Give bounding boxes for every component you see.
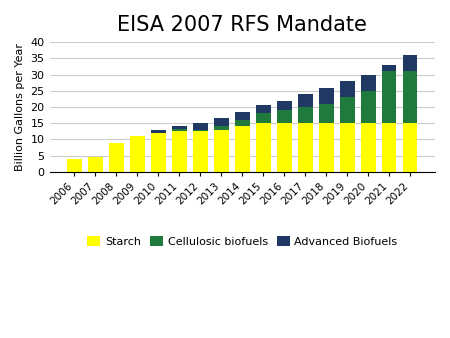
Bar xyxy=(298,123,313,172)
Bar xyxy=(403,71,418,123)
Bar xyxy=(256,123,270,172)
Bar xyxy=(235,120,250,126)
Bar xyxy=(277,123,292,172)
Bar xyxy=(277,110,292,123)
Bar xyxy=(382,65,396,71)
Bar xyxy=(172,129,187,131)
Bar xyxy=(67,159,82,172)
Legend: Starch, Cellulosic biofuels, Advanced Biofuels: Starch, Cellulosic biofuels, Advanced Bi… xyxy=(83,232,402,251)
Bar xyxy=(340,97,355,123)
Bar xyxy=(361,123,375,172)
Bar xyxy=(256,114,270,123)
Bar xyxy=(193,123,207,130)
Bar xyxy=(382,123,396,172)
Bar xyxy=(88,156,103,172)
Bar xyxy=(340,123,355,172)
Bar xyxy=(214,126,229,130)
Bar xyxy=(214,130,229,172)
Bar xyxy=(151,130,166,133)
Y-axis label: Billion Gallons per Year: Billion Gallons per Year xyxy=(15,43,25,171)
Bar xyxy=(361,75,375,91)
Bar xyxy=(319,88,333,104)
Bar xyxy=(340,81,355,97)
Bar xyxy=(277,100,292,110)
Bar xyxy=(403,123,418,172)
Bar xyxy=(319,104,333,123)
Bar xyxy=(235,112,250,120)
Bar xyxy=(361,91,375,123)
Bar xyxy=(298,107,313,123)
Bar xyxy=(382,71,396,123)
Bar xyxy=(298,94,313,107)
Bar xyxy=(193,130,207,131)
Bar xyxy=(319,123,333,172)
Title: EISA 2007 RFS Mandate: EISA 2007 RFS Mandate xyxy=(117,15,367,35)
Bar xyxy=(109,143,124,172)
Bar xyxy=(235,126,250,172)
Bar xyxy=(214,118,229,126)
Bar xyxy=(130,136,145,172)
Bar xyxy=(403,55,418,71)
Bar xyxy=(172,131,187,172)
Bar xyxy=(193,131,207,172)
Bar xyxy=(151,133,166,172)
Bar xyxy=(172,126,187,129)
Bar xyxy=(256,105,270,114)
